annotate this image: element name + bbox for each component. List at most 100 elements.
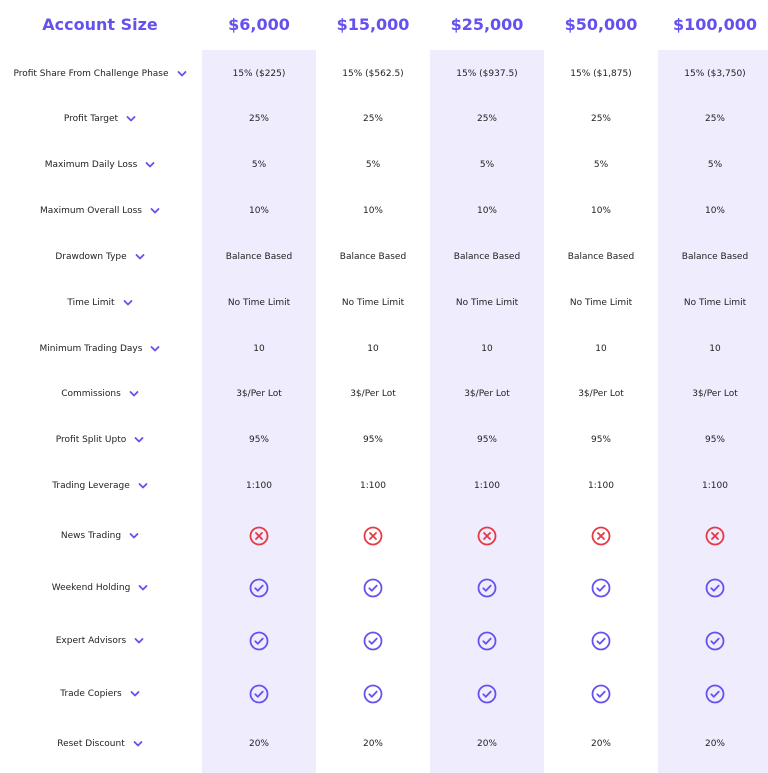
row-label[interactable]: Maximum Overall Loss bbox=[0, 206, 200, 216]
chevron-down-icon[interactable] bbox=[150, 207, 160, 215]
row-label[interactable]: News Trading bbox=[0, 531, 200, 541]
table-cell: 20% bbox=[704, 739, 725, 749]
check-circle-icon bbox=[202, 631, 316, 651]
table-row: Drawdown Type Balance Based Balance Based B… bbox=[0, 246, 768, 268]
check-circle-icon bbox=[544, 631, 658, 651]
table-cell: 95% bbox=[248, 435, 269, 445]
chevron-down-icon[interactable] bbox=[145, 161, 155, 169]
row-label[interactable]: Drawdown Type bbox=[0, 252, 200, 262]
table-cell: 10 bbox=[481, 344, 493, 354]
table-row: Expert Advisors bbox=[0, 630, 768, 652]
table-row: Trading Leverage 1:100 1:100 1:100 1:100 1:10… bbox=[0, 475, 768, 497]
row-label-text: Profit Share From Challenge Phase bbox=[13, 69, 169, 79]
check-circle-icon bbox=[430, 631, 544, 651]
table-cell: 20% bbox=[476, 739, 497, 749]
table-cell: 95% bbox=[704, 435, 725, 445]
chevron-down-icon[interactable] bbox=[138, 482, 148, 490]
table-row: Minimum Trading Days 10 10 10 10 10 bbox=[0, 338, 768, 360]
table-row: Profit Target 25% 25% 25% 25% 25% bbox=[0, 108, 768, 130]
table-row: Reset Discount 20% 20% 20% 20% 20% bbox=[0, 733, 768, 755]
table-cell: 10 bbox=[253, 344, 265, 354]
row-label[interactable]: Maximum Daily Loss bbox=[0, 160, 200, 170]
chevron-down-icon[interactable] bbox=[138, 584, 148, 592]
table-cell: 20% bbox=[590, 739, 611, 749]
row-label[interactable]: Reset Discount bbox=[0, 739, 200, 749]
table-cell: 10 bbox=[367, 344, 379, 354]
plan-header: $6,000 bbox=[228, 14, 290, 34]
table-cell: 5% bbox=[593, 160, 609, 170]
table-cell: 10% bbox=[476, 206, 497, 216]
cross-circle-icon bbox=[658, 526, 768, 546]
table-cell: 95% bbox=[476, 435, 497, 445]
chevron-down-icon[interactable] bbox=[126, 115, 136, 123]
chevron-down-icon[interactable] bbox=[123, 299, 133, 307]
table-cell: No Time Limit bbox=[683, 298, 747, 308]
cross-circle-icon bbox=[202, 526, 316, 546]
chevron-down-icon[interactable] bbox=[177, 70, 187, 78]
check-circle-icon bbox=[658, 631, 768, 651]
row-label[interactable]: Profit Share From Challenge Phase bbox=[0, 69, 200, 79]
row-label[interactable]: Trade Copiers bbox=[0, 689, 200, 699]
table-cell: Balance Based bbox=[681, 252, 749, 262]
chevron-down-icon[interactable] bbox=[129, 390, 139, 398]
table-row: Commissions 3$/Per Lot 3$/Per Lot 3$/Per Lo… bbox=[0, 383, 768, 405]
table-cell: 15% ($225) bbox=[232, 69, 286, 79]
table-cell: No Time Limit bbox=[569, 298, 633, 308]
row-label[interactable]: Expert Advisors bbox=[0, 636, 200, 646]
chevron-down-icon[interactable] bbox=[129, 532, 139, 540]
row-label[interactable]: Weekend Holding bbox=[0, 583, 200, 593]
table-cell: 1:100 bbox=[246, 481, 272, 491]
table-cell: 95% bbox=[590, 435, 611, 445]
row-label[interactable]: Commissions bbox=[0, 389, 200, 399]
check-circle-icon bbox=[544, 578, 658, 598]
check-circle-icon bbox=[430, 684, 544, 704]
row-label[interactable]: Profit Target bbox=[0, 114, 200, 124]
table-cell: 15% ($3,750) bbox=[684, 69, 746, 79]
plan-header: $25,000 bbox=[450, 14, 524, 34]
table-cell: 15% ($562.5) bbox=[342, 69, 404, 79]
chevron-down-icon[interactable] bbox=[130, 690, 140, 698]
check-circle-icon bbox=[430, 578, 544, 598]
row-label[interactable]: Time Limit bbox=[0, 298, 200, 308]
table-cell: 20% bbox=[248, 739, 269, 749]
plan-header: $15,000 bbox=[336, 14, 410, 34]
row-label-text: Trading Leverage bbox=[52, 481, 130, 491]
row-label[interactable]: Trading Leverage bbox=[0, 481, 200, 491]
row-label-text: News Trading bbox=[60, 531, 122, 541]
table-cell: 25% bbox=[248, 114, 269, 124]
row-label-text: Time Limit bbox=[67, 298, 115, 308]
chevron-down-icon[interactable] bbox=[135, 253, 145, 261]
row-label[interactable]: Minimum Trading Days bbox=[0, 344, 200, 354]
table-row: Profit Split Upto 95% 95% 95% 95% 95% bbox=[0, 429, 768, 451]
table-cell: Balance Based bbox=[339, 252, 407, 262]
row-label-text: Maximum Daily Loss bbox=[44, 160, 138, 170]
table-cell: 3$/Per Lot bbox=[464, 389, 510, 399]
row-label[interactable]: Profit Split Upto bbox=[0, 435, 200, 445]
chevron-down-icon[interactable] bbox=[133, 740, 143, 748]
table-row: Trade Copiers bbox=[0, 683, 768, 705]
table-cell: 10% bbox=[362, 206, 383, 216]
table-cell: 3$/Per Lot bbox=[350, 389, 396, 399]
chevron-down-icon[interactable] bbox=[150, 345, 160, 353]
highlight-column-bg bbox=[430, 50, 544, 773]
table-cell: 15% ($1,875) bbox=[570, 69, 632, 79]
table-cell: 25% bbox=[362, 114, 383, 124]
table-row: Profit Share From Challenge Phase 15% ($2… bbox=[0, 63, 768, 85]
table-cell: 10 bbox=[709, 344, 721, 354]
check-circle-icon bbox=[316, 578, 430, 598]
row-label-text: Drawdown Type bbox=[55, 252, 127, 262]
table-cell: 10% bbox=[248, 206, 269, 216]
table-cell: Balance Based bbox=[225, 252, 293, 262]
plan-header: $100,000 bbox=[672, 14, 757, 34]
table-cell: 1:100 bbox=[588, 481, 614, 491]
table-cell: 15% ($937.5) bbox=[456, 69, 518, 79]
table-cell: 5% bbox=[707, 160, 723, 170]
chevron-down-icon[interactable] bbox=[134, 637, 144, 645]
row-label-text: Minimum Trading Days bbox=[39, 344, 143, 354]
table-cell: 3$/Per Lot bbox=[236, 389, 282, 399]
check-circle-icon bbox=[658, 578, 768, 598]
row-label-text: Trade Copiers bbox=[60, 689, 122, 699]
chevron-down-icon[interactable] bbox=[134, 436, 144, 444]
table-cell: Balance Based bbox=[567, 252, 635, 262]
cross-circle-icon bbox=[316, 526, 430, 546]
